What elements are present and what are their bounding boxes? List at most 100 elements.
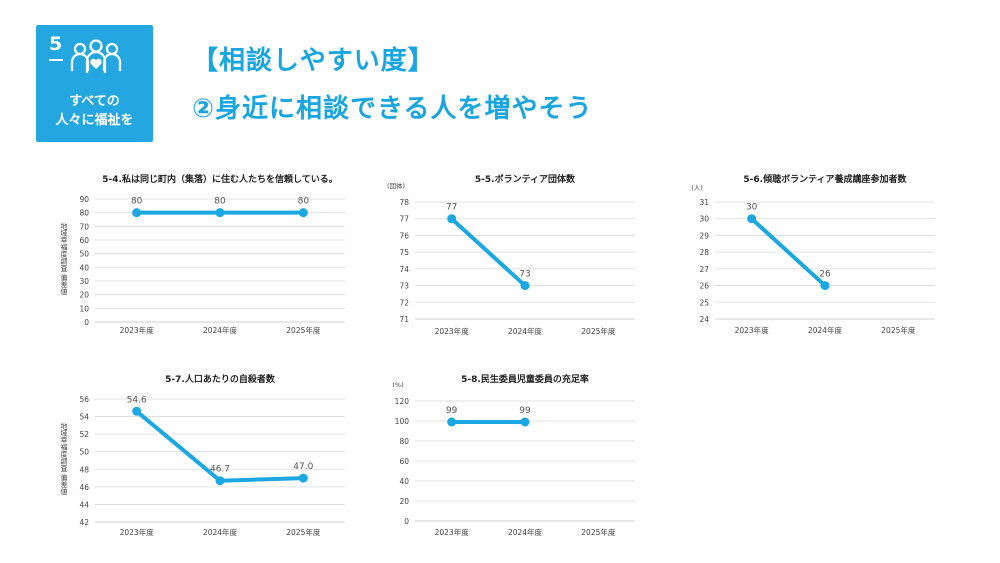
y-tick-label: 20 [79,291,89,300]
y-tick-label: 25 [699,298,709,307]
y-tick-label: 78 [399,198,409,207]
y-tick-label: 44 [79,500,89,509]
page-title-line-1: 【相談しやすい度】 [192,46,435,76]
chart-5-7: 5-7.人口あたりの自殺者数 42 44 46 48 50 52 54 56 地域幸福度調査 偏差… [60,373,345,537]
series-line [749,216,827,288]
data-point [132,208,142,218]
x-tick-label: 2025年度 [881,325,916,335]
data-point [447,417,457,427]
sdg-goal-line-2: 人々に福祉を [55,113,134,128]
x-tick-label: 2025年度 [581,326,616,336]
x-tick-label: 2024年度 [808,325,843,335]
data-point [215,476,225,486]
data-label: 47.0 [293,462,313,472]
data-label: 99 [446,406,458,416]
y-tick-label: 54 [79,413,89,422]
y-axis-unit: (人) [691,184,703,192]
y-tick-label: 24 [699,315,709,324]
x-tick-label: 2023年度 [435,326,470,336]
y-tick-label: 71 [399,315,409,324]
x-tick-label: 2024年度 [508,326,543,336]
sdg-goal-badge: 5 すべての 人々に福祉を [36,25,153,142]
y-tick-label: 48 [79,465,89,474]
x-tick-label: 2024年度 [203,527,238,537]
y-tick-label: 76 [399,231,409,240]
x-tick-label: 2024年度 [203,325,238,335]
y-tick-label: 0 [84,318,89,327]
y-axis-label: 地域幸福度調査 偏差値 [60,222,68,296]
data-point [298,208,308,218]
y-tick-label: 40 [399,477,409,486]
chart-title: 5-4.私は同じ町内（集落）に住む人たちを信頼している。 [102,173,337,185]
data-point [298,473,308,483]
y-tick-label: 46 [79,483,89,492]
data-label: 73 [519,270,530,280]
sdg-number: 5 [49,33,63,55]
y-tick-label: 20 [399,497,409,506]
data-point [132,406,142,416]
y-tick-label: 28 [699,248,709,257]
x-tick-label: 2023年度 [735,325,770,335]
chart-5-4: 5-4.私は同じ町内（集落）に住む人たちを信頼している。 0 10 20 30 40 50 6… [60,173,345,335]
series-line [449,216,527,288]
chart-5-6: 5-6.傾聴ボランティア養成講座参加者数 (人) 24 25 26 27 28 29 30 31 2… [691,173,935,335]
y-axis-unit: (%) [392,381,403,389]
data-point [820,281,830,291]
data-label: 77 [446,203,457,213]
data-point [215,208,225,218]
chart-title: 5-5.ボランティア団体数 [475,173,576,185]
y-tick-label: 74 [399,265,409,274]
y-tick-label: 31 [699,198,709,207]
chart-title: 5-7.人口あたりの自殺者数 [165,373,276,385]
data-label: 46.7 [210,465,230,475]
sdg-goal-line-1: すべての [69,94,120,109]
data-label: 99 [519,406,531,416]
x-tick-label: 2023年度 [435,527,470,537]
data-label: 80 [214,197,226,207]
x-tick-label: 2025年度 [581,527,616,537]
y-tick-label: 80 [399,437,409,446]
sdg-goal-text: すべての 人々に福祉を [36,92,153,130]
data-point [520,281,530,291]
y-tick-label: 50 [79,250,89,259]
people-heart-icon [70,39,122,73]
data-label: 80 [298,197,310,207]
x-tick-label: 2025年度 [286,527,321,537]
x-tick-label: 2023年度 [120,527,155,537]
y-axis-label: 地域幸福度調査 偏差値 [60,422,68,496]
y-tick-label: 10 [79,304,89,313]
data-point [747,214,757,224]
sdg-number-underline [49,59,63,61]
y-tick-label: 100 [395,417,410,426]
y-tick-label: 29 [699,231,709,240]
x-tick-label: 2023年度 [120,325,155,335]
y-tick-label: 73 [399,282,409,291]
data-label: 30 [746,203,758,213]
y-tick-label: 60 [399,457,409,466]
y-tick-label: 0 [404,517,409,526]
y-tick-label: 30 [79,277,89,286]
y-tick-label: 40 [79,263,89,272]
chart-5-5: 5-5.ボランティア団体数 (団体) 71 72 73 74 75 76 77 78 2023年度 2… [387,173,635,336]
y-tick-label: 75 [399,248,409,257]
x-tick-label: 2025年度 [286,325,321,335]
y-tick-label: 60 [79,236,89,245]
data-point [447,214,457,224]
y-tick-label: 90 [79,195,89,204]
chart-title: 5-8.民生委員児童委員の充足率 [461,373,589,385]
y-tick-label: 70 [79,222,89,231]
y-tick-label: 42 [79,518,89,527]
page-title-line-2: ②身近に相談できる人を増やそう [192,94,593,124]
x-tick-label: 2024年度 [508,527,543,537]
y-tick-label: 56 [79,395,89,404]
data-label: 26 [819,270,831,280]
y-tick-label: 72 [399,298,409,307]
y-axis-unit: (団体) [387,181,405,190]
y-tick-label: 26 [699,282,709,291]
y-tick-label: 52 [79,430,89,439]
chart-title: 5-6.傾聴ボランティア養成講座参加者数 [743,173,907,185]
data-label: 54.6 [127,395,147,405]
y-tick-label: 30 [699,215,709,224]
y-tick-label: 77 [399,215,409,224]
y-tick-label: 80 [79,209,89,218]
